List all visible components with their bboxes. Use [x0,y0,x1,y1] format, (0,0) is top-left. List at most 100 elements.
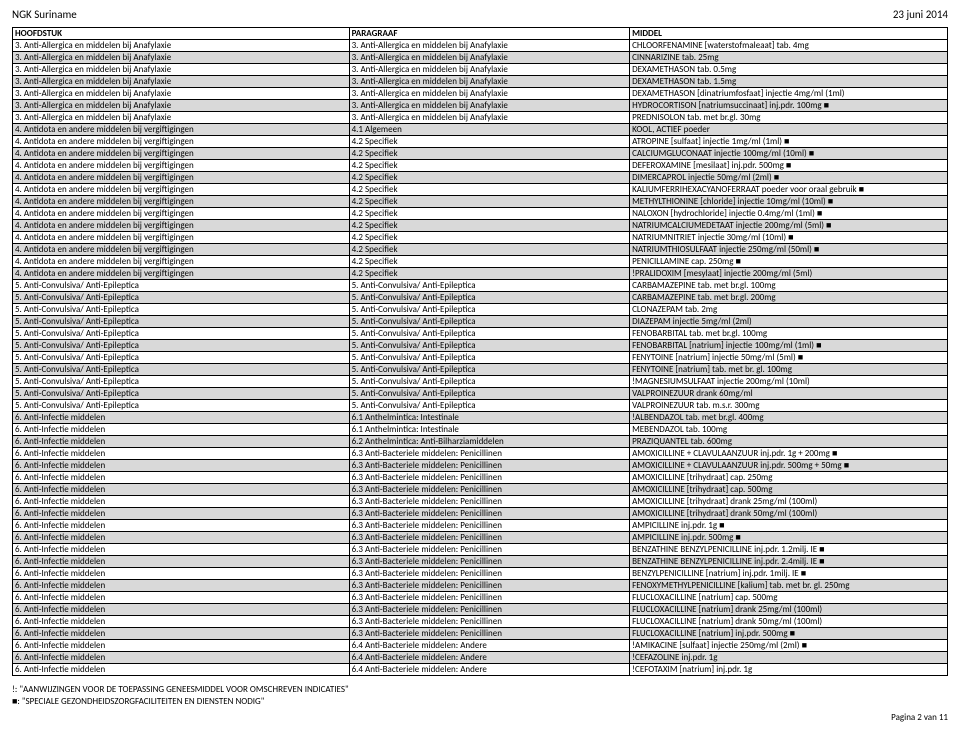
table-cell: 4. Antidota en andere middelen bij vergi… [13,256,350,268]
table-row: 4. Antidota en andere middelen bij vergi… [13,232,948,244]
table-cell: 5. Anti-Convulsiva/ Anti-Epileptica [349,400,630,412]
table-cell: 6. Anti-Infectie middelen [13,448,350,460]
table-cell: 5. Anti-Convulsiva/ Anti-Epileptica [349,352,630,364]
table-cell: 4.2 Specifiek [349,160,630,172]
table-row: 4. Antidota en andere middelen bij vergi… [13,220,948,232]
table-cell: 3. Anti-Allergica en middelen bij Anafyl… [13,40,350,52]
table-cell: FLUCLOXACILLINE [natrium] drank 25mg/ml … [630,604,948,616]
table-cell: 4.2 Specifiek [349,208,630,220]
table-row: 5. Anti-Convulsiva/ Anti-Epileptica5. An… [13,304,948,316]
table-cell: 5. Anti-Convulsiva/ Anti-Epileptica [13,400,350,412]
table-cell: 4.2 Specifiek [349,244,630,256]
table-cell: 6. Anti-Infectie middelen [13,664,350,676]
table-cell: 5. Anti-Convulsiva/ Anti-Epileptica [13,292,350,304]
table-cell: BENZYLPENICILLINE [natrium] inj.pdr. 1mi… [630,568,948,580]
table-cell: 3. Anti-Allergica en middelen bij Anafyl… [13,52,350,64]
table-cell: METHYLTHIONINE [chloride] injectie 10mg/… [630,196,948,208]
table-cell: AMOXICILLINE [trihydraat] drank 25mg/ml … [630,496,948,508]
table-cell: 6. Anti-Infectie middelen [13,460,350,472]
table-cell: AMOXICILLINE [trihydraat] cap. 250mg [630,472,948,484]
table-cell: 3. Anti-Allergica en middelen bij Anafyl… [349,88,630,100]
table-cell: !AMIKACINE [sulfaat] injectie 250mg/ml (… [630,640,948,652]
table-row: 6. Anti-Infectie middelen6.3 Anti-Bacter… [13,508,948,520]
table-row: 6. Anti-Infectie middelen6.3 Anti-Bacter… [13,556,948,568]
table-cell: KALIUMFERRIHEXACYANOFERRAAT poeder voor … [630,184,948,196]
table-cell: AMOXICILLINE + CLAVULAANZUUR inj.pdr. 1g… [630,448,948,460]
table-row: 3. Anti-Allergica en middelen bij Anafyl… [13,64,948,76]
table-row: 6. Anti-Infectie middelen6.3 Anti-Bacter… [13,472,948,484]
table-cell: DIMERCAPROL injectie 50mg/ml (2ml) ■ [630,172,948,184]
table-cell: 5. Anti-Convulsiva/ Anti-Epileptica [349,328,630,340]
table-cell: 4.2 Specifiek [349,220,630,232]
table-cell: 6. Anti-Infectie middelen [13,484,350,496]
table-cell: 6.3 Anti-Bacteriele middelen: Penicillin… [349,532,630,544]
table-row: 4. Antidota en andere middelen bij vergi… [13,136,948,148]
table-cell: NATRIUMCALCIUMEDETAAT injectie 200mg/ml … [630,220,948,232]
table-cell: PENICILLAMINE cap. 250mg ■ [630,256,948,268]
table-cell: 6. Anti-Infectie middelen [13,652,350,664]
table-cell: CARBAMAZEPINE tab. met br.gl. 100mg [630,280,948,292]
table-cell: 4.2 Specifiek [349,136,630,148]
table-cell: FENYTOINE [natrium] tab. met br. gl. 100… [630,364,948,376]
table-cell: 5. Anti-Convulsiva/ Anti-Epileptica [13,316,350,328]
table-cell: 5. Anti-Convulsiva/ Anti-Epileptica [13,352,350,364]
table-cell: 5. Anti-Convulsiva/ Anti-Epileptica [13,388,350,400]
table-row: 6. Anti-Infectie middelen6.3 Anti-Bacter… [13,448,948,460]
table-cell: 3. Anti-Allergica en middelen bij Anafyl… [13,76,350,88]
table-cell: 4. Antidota en andere middelen bij vergi… [13,196,350,208]
table-cell: 6. Anti-Infectie middelen [13,628,350,640]
table-cell: 6.3 Anti-Bacteriele middelen: Penicillin… [349,508,630,520]
table-cell: 4. Antidota en andere middelen bij vergi… [13,172,350,184]
table-cell: 6.3 Anti-Bacteriele middelen: Penicillin… [349,604,630,616]
table-cell: 6.3 Anti-Bacteriele middelen: Penicillin… [349,616,630,628]
table-row: 5. Anti-Convulsiva/ Anti-Epileptica5. An… [13,328,948,340]
table-cell: 6.3 Anti-Bacteriele middelen: Penicillin… [349,496,630,508]
table-row: 4. Antidota en andere middelen bij vergi… [13,244,948,256]
table-cell: 5. Anti-Convulsiva/ Anti-Epileptica [13,280,350,292]
table-row: 6. Anti-Infectie middelen6.4 Anti-Bacter… [13,652,948,664]
table-row: 6. Anti-Infectie middelen6.3 Anti-Bacter… [13,460,948,472]
table-row: 6. Anti-Infectie middelen6.3 Anti-Bacter… [13,496,948,508]
table-cell: 4.2 Specifiek [349,196,630,208]
table-row: 6. Anti-Infectie middelen6.2 Anthelminti… [13,436,948,448]
table-row: 6. Anti-Infectie middelen6.1 Anthelminti… [13,424,948,436]
table-cell: 6. Anti-Infectie middelen [13,640,350,652]
table-cell: 6.3 Anti-Bacteriele middelen: Penicillin… [349,580,630,592]
table-row: 4. Antidota en andere middelen bij vergi… [13,268,948,280]
table-cell: DIAZEPAM injectie 5mg/ml (2ml) [630,316,948,328]
table-cell: 6. Anti-Infectie middelen [13,496,350,508]
table-cell: 6.3 Anti-Bacteriele middelen: Penicillin… [349,460,630,472]
table-row: 4. Antidota en andere middelen bij vergi… [13,256,948,268]
table-cell: DEXAMETHASON tab. 1.5mg [630,76,948,88]
table-row: 5. Anti-Convulsiva/ Anti-Epileptica5. An… [13,364,948,376]
table-row: 5. Anti-Convulsiva/ Anti-Epileptica5. An… [13,376,948,388]
table-cell: 5. Anti-Convulsiva/ Anti-Epileptica [349,376,630,388]
table-cell: 6. Anti-Infectie middelen [13,436,350,448]
table-cell: 5. Anti-Convulsiva/ Anti-Epileptica [349,316,630,328]
table-cell: AMOXICILLINE [trihydraat] cap. 500mg [630,484,948,496]
table-cell: 4. Antidota en andere middelen bij vergi… [13,208,350,220]
table-row: 3. Anti-Allergica en middelen bij Anafyl… [13,76,948,88]
table-cell: 6.1 Anthelmintica: Intestinale [349,412,630,424]
col-header-paragraaf: PARAGRAAF [349,28,630,40]
table-cell: 6.3 Anti-Bacteriele middelen: Penicillin… [349,484,630,496]
table-cell: 4. Antidota en andere middelen bij vergi… [13,244,350,256]
table-cell: 5. Anti-Convulsiva/ Anti-Epileptica [13,340,350,352]
table-cell: 4.2 Specifiek [349,148,630,160]
table-cell: BENZATHINE BENZYLPENICILLINE inj.pdr. 2.… [630,556,948,568]
table-cell: 5. Anti-Convulsiva/ Anti-Epileptica [349,340,630,352]
table-row: 6. Anti-Infectie middelen6.3 Anti-Bacter… [13,484,948,496]
table-cell: 4. Antidota en andere middelen bij vergi… [13,148,350,160]
table-cell: 6.3 Anti-Bacteriele middelen: Penicillin… [349,592,630,604]
table-cell: NATRIUMNITRIET injectie 30mg/ml (10ml) ■ [630,232,948,244]
table-row: 3. Anti-Allergica en middelen bij Anafyl… [13,52,948,64]
table-row: 5. Anti-Convulsiva/ Anti-Epileptica5. An… [13,400,948,412]
table-cell: 4. Antidota en andere middelen bij vergi… [13,160,350,172]
table-cell: 6.4 Anti-Bacteriele middelen: Andere [349,652,630,664]
table-cell: 6.3 Anti-Bacteriele middelen: Penicillin… [349,568,630,580]
table-cell: 3. Anti-Allergica en middelen bij Anafyl… [349,64,630,76]
table-cell: DEXAMETHASON tab. 0.5mg [630,64,948,76]
table-cell: 4.1 Algemeen [349,124,630,136]
table-row: 3. Anti-Allergica en middelen bij Anafyl… [13,40,948,52]
table-cell: 6.4 Anti-Bacteriele middelen: Andere [349,664,630,676]
